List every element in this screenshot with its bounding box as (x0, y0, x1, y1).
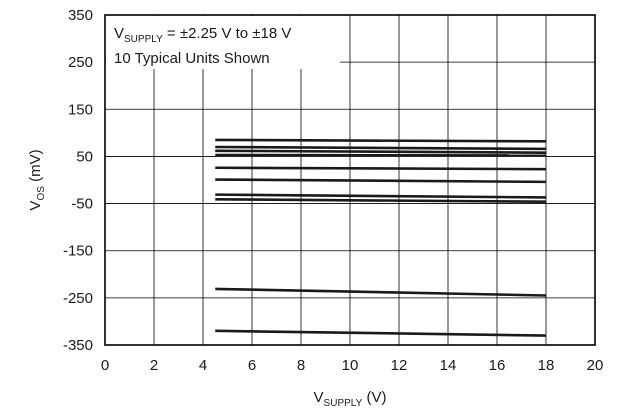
series-line-unit-7 (215, 193, 547, 199)
x-tick-label: 4 (199, 357, 207, 374)
y-axis-title: VOS (mV) (27, 149, 47, 210)
x-tick-label: 2 (150, 357, 158, 374)
y-tick-label: -250 (63, 290, 93, 307)
x-tick-label: 16 (489, 357, 506, 374)
x-tick-label: 0 (101, 357, 109, 374)
x-tick-label: 20 (587, 357, 604, 374)
series-line-unit-5 (215, 166, 547, 171)
x-tick-label: 14 (440, 357, 457, 374)
y-tick-label: -150 (63, 243, 93, 260)
series-line-unit-9 (215, 287, 547, 297)
x-tick-label: 12 (391, 357, 408, 374)
y-tick-label: -50 (71, 196, 93, 213)
y-tick-label: 50 (76, 148, 93, 165)
annotation-supply-range: VSUPPLY = ±2.25 V to ±18 V (114, 25, 291, 45)
series-lines (215, 138, 547, 337)
plot-frame (104, 14, 596, 346)
series-line-unit-6 (215, 178, 547, 184)
grid-lines (105, 15, 595, 345)
y-tick-label: 250 (68, 54, 93, 71)
series-line-unit-1 (215, 138, 547, 143)
x-axis-title: VSUPPLY (V) (314, 389, 387, 409)
y-tick-label: 150 (68, 101, 93, 118)
annotation-units-shown: 10 Typical Units Shown (114, 50, 270, 67)
series-line-unit-2 (215, 145, 547, 151)
y-tick-label: -350 (63, 337, 93, 354)
y-tick-label: 350 (68, 7, 93, 24)
x-tick-label: 18 (538, 357, 555, 374)
x-tick-label: 6 (248, 357, 256, 374)
y-tick-labels: -350 -250 -150 -50 50 150 250 350 (63, 7, 93, 354)
series-line-unit-10 (215, 329, 547, 337)
x-tick-label: 10 (342, 357, 359, 374)
annotation-background (106, 16, 340, 69)
x-tick-labels: 0 2 4 6 8 10 12 14 16 18 20 (101, 357, 604, 374)
series-line-unit-3 (215, 149, 547, 154)
x-tick-label: 8 (297, 357, 305, 374)
series-line-unit-8 (215, 198, 547, 203)
